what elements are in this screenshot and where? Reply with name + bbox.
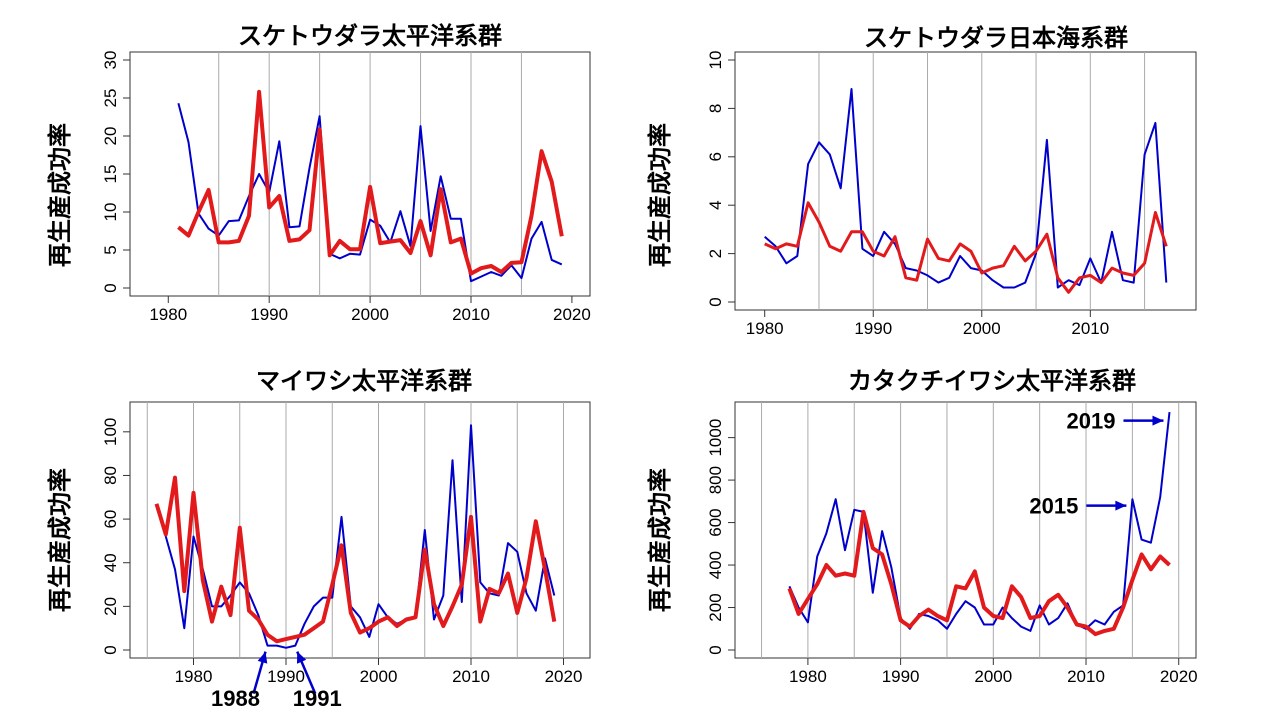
- y-tick-label: 30: [101, 51, 120, 70]
- y-tick-label: 400: [706, 551, 725, 579]
- series-line-blue: [764, 88, 1168, 289]
- x-tick-label: 2000: [360, 667, 398, 686]
- x-tick-label: 2010: [452, 305, 490, 324]
- y-tick-label: 100: [101, 418, 120, 446]
- y-tick-label: 5: [101, 245, 120, 254]
- annotation-arrow-head: [1152, 415, 1164, 426]
- series-line-red: [177, 89, 564, 276]
- panel-title: カタクチイワシ太平洋系群: [848, 367, 1136, 395]
- y-tick-label: 10: [101, 203, 120, 222]
- y-tick-label: 80: [101, 466, 120, 485]
- annotation-arrow-head: [296, 651, 307, 664]
- x-tick-label: 2010: [452, 667, 490, 686]
- x-tick-label: 1980: [175, 667, 213, 686]
- y-tick-label: 2: [706, 249, 725, 258]
- y-tick-label: 60: [101, 510, 120, 529]
- plot-frame: [129, 401, 591, 659]
- series-line-blue: [155, 424, 556, 649]
- y-axis-label: 再生産成功率: [46, 468, 74, 612]
- annotation-label: 1991: [293, 686, 342, 711]
- y-tick-label: 40: [101, 553, 120, 572]
- x-tick-label: 2000: [963, 319, 1001, 338]
- y-axis-label: 再生産成功率: [46, 123, 74, 267]
- x-tick-label: 1990: [250, 305, 288, 324]
- y-tick-label: 0: [706, 645, 725, 654]
- panel-anchovy-pacific: カタクチイワシ太平洋系群 再生産成功率: [646, 367, 1136, 612]
- y-tick-label: 0: [101, 283, 120, 292]
- x-tick-label: 1990: [882, 667, 920, 686]
- y-axis-label: 再生産成功率: [646, 123, 674, 267]
- plot-frame: [734, 401, 1197, 659]
- y-tick-label: 800: [706, 466, 725, 494]
- panel-title: スケトウダラ日本海系群: [864, 24, 1128, 52]
- y-axis-label: 再生産成功率: [646, 468, 674, 612]
- panel-title: スケトウダラ太平洋系群: [238, 22, 502, 50]
- y-tick-label: 25: [101, 89, 120, 108]
- x-tick-label: 2000: [974, 667, 1012, 686]
- y-tick-label: 6: [706, 152, 725, 161]
- x-tick-label: 2010: [1071, 319, 1109, 338]
- x-tick-label: 1990: [267, 667, 305, 686]
- series-line-blue: [788, 411, 1171, 632]
- x-tick-label: 1980: [746, 319, 784, 338]
- panel-pollock-japan-sea: スケトウダラ日本海系群 再生産成功率: [646, 24, 1128, 267]
- y-tick-label: 600: [706, 508, 725, 536]
- series-line-red: [764, 201, 1168, 294]
- x-tick-label: 1980: [149, 305, 187, 324]
- panel-pollock-pacific: スケトウダラ太平洋系群 再生産成功率: [46, 22, 502, 267]
- series-line-red: [154, 475, 557, 644]
- series-line-blue: [177, 103, 563, 283]
- y-tick-label: 10: [706, 51, 725, 70]
- panel-title: マイワシ太平洋系群: [256, 367, 472, 395]
- annotation-arrow-head: [1115, 500, 1127, 511]
- x-tick-label: 1990: [854, 319, 892, 338]
- plot-area: 0 20 40 60 80 100 1980 1990 2000 2010 2020 1988 1991: [101, 401, 591, 711]
- y-tick-label: 15: [101, 165, 120, 184]
- x-tick-label: 2020: [545, 667, 583, 686]
- y-tick-label: 4: [706, 200, 725, 209]
- annotation-label: 2019: [1067, 409, 1116, 434]
- y-tick-label: 1000: [706, 419, 725, 457]
- x-tick-label: 2020: [553, 305, 591, 324]
- annotation-label: 2015: [1029, 494, 1078, 519]
- y-tick-label: 0: [101, 645, 120, 654]
- plot-area: 0 2 4 6 8 10 1980 1990 2000 2010: [706, 51, 1197, 338]
- y-tick-label: 8: [706, 104, 725, 113]
- plot-frame: [734, 51, 1197, 311]
- y-tick-label: 200: [706, 593, 725, 621]
- annotation-arrow-head: [257, 651, 268, 664]
- x-tick-label: 1980: [789, 667, 827, 686]
- y-tick-label: 20: [101, 127, 120, 146]
- plot-area: 0 5 10 15 20 25 30 1980 1990 2000 2010 2020: [101, 51, 591, 324]
- x-tick-label: 2000: [351, 305, 389, 324]
- panel-sardine-pacific: マイワシ太平洋系群 再生産成功率: [46, 367, 472, 612]
- y-tick-label: 0: [706, 297, 725, 306]
- plot-area: 0 200 400 600 800 1000 1980 1990 2000 2010 2020 201…: [706, 401, 1198, 686]
- y-tick-label: 20: [101, 597, 120, 616]
- annotation-label: 1988: [211, 686, 260, 711]
- series-line-red: [787, 509, 1171, 637]
- x-tick-label: 2020: [1160, 667, 1198, 686]
- x-tick-label: 2010: [1067, 667, 1105, 686]
